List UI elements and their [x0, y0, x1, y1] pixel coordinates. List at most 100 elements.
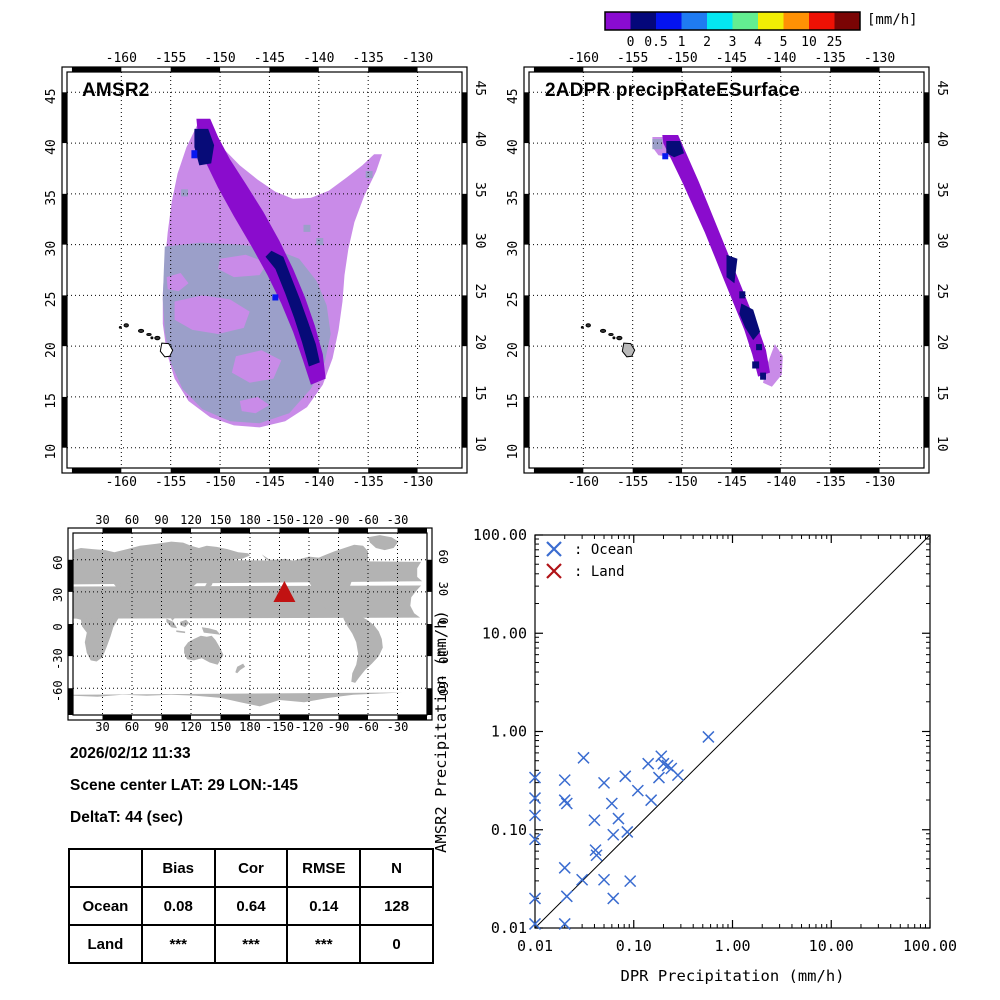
frame-seg	[62, 193, 67, 245]
frame-seg	[62, 92, 67, 144]
y-tick-label: 1.00	[491, 723, 527, 741]
tick-label: 30	[95, 513, 109, 527]
scatter-point-ocean	[624, 875, 637, 888]
swath-swath-gray-lavender	[316, 238, 324, 246]
frame-seg	[462, 92, 467, 144]
tick-label: -150	[204, 51, 235, 66]
hawaii-island	[580, 326, 584, 329]
hawaii-island	[616, 335, 623, 341]
tick-label: -130	[402, 51, 433, 66]
x-axis-title: DPR Precipitation (mm/h)	[621, 967, 845, 985]
swath-rain-1-2	[191, 150, 198, 159]
scatter-point-ocean	[577, 751, 590, 764]
stats-cell: ***	[286, 924, 362, 964]
x-tick-label: 1.00	[714, 937, 750, 955]
swath-lavender-patches	[231, 350, 282, 383]
tick-label: -145	[254, 51, 285, 66]
swath-swath-gray-lavender	[652, 139, 663, 150]
scatter-point-ocean	[605, 797, 618, 810]
tick-label: -160	[106, 475, 137, 490]
tick-label: 30	[934, 233, 949, 249]
tick-label: 45	[934, 80, 949, 96]
hawaii-island	[123, 323, 129, 328]
frame-inner	[66, 71, 463, 469]
deltat-text: DeltaT: 44 (sec)	[70, 809, 183, 826]
tick-label: 30	[436, 582, 450, 596]
tick-label: 25	[506, 292, 521, 308]
swath-rain-0.5-1	[739, 291, 746, 299]
frame-seg	[731, 67, 781, 72]
amsr2-title: AMSR2	[82, 80, 150, 101]
tick-label: 35	[934, 182, 949, 198]
hawaii-island	[150, 336, 154, 340]
colorbar-tick-label: 5	[780, 35, 788, 50]
frame-seg	[924, 295, 929, 347]
stats-cell: 128	[359, 886, 434, 926]
continent	[203, 576, 214, 589]
colorbar-segment	[783, 12, 809, 30]
scatter-point-ocean	[560, 797, 573, 810]
frame-outer	[61, 66, 468, 474]
colorbar-tick-label: 2	[703, 35, 711, 50]
stats-cell: Ocean	[68, 886, 143, 926]
tick-label: 40	[506, 139, 521, 155]
tick-label: 15	[472, 385, 487, 401]
tick-label: 30	[44, 241, 59, 257]
frame-seg	[524, 193, 529, 245]
swath-lavender-patches	[174, 295, 250, 334]
tick-label: -155	[155, 475, 186, 490]
tick-label: -30	[436, 642, 450, 664]
hawaii-island	[612, 336, 616, 340]
tick-label: -160	[568, 475, 599, 490]
frame-seg	[924, 92, 929, 144]
hawaii-big-island	[159, 342, 174, 358]
legend-label-land: : Land	[574, 564, 625, 580]
continent	[261, 544, 368, 614]
frame-seg	[830, 67, 880, 72]
hawaii-island	[137, 328, 145, 333]
colorbar: 0 0.5 1 2 3 4 5 10 25	[604, 11, 861, 50]
colorbar-segment	[707, 12, 733, 30]
legend-marker-land	[546, 563, 562, 579]
colorbar-tick-label: 1	[678, 35, 686, 50]
swath-swath-light-lavender	[763, 344, 783, 387]
frame-seg	[338, 528, 368, 533]
frame-seg	[397, 715, 427, 720]
stats-cell: Land	[68, 924, 143, 964]
scatter-point-ocean	[702, 730, 715, 743]
scatter-point-ocean	[655, 750, 668, 763]
info-block: 2026/02/12 11:33 Scene center LAT: 29 LO…	[70, 743, 440, 839]
dpr-title: 2ADPR precipRateESurface	[545, 80, 801, 101]
tick-label: 40	[44, 139, 59, 155]
swath-rain-0.5-1	[194, 128, 215, 166]
colorbar-tick-label: 10	[801, 35, 817, 50]
tick-label: 150	[210, 720, 232, 734]
swath-rain-1-2	[272, 294, 279, 301]
frame-outer	[67, 527, 433, 721]
scatter-point-ocean	[558, 794, 571, 807]
scatter-point-ocean	[642, 757, 655, 770]
scatter-point-ocean	[528, 833, 542, 846]
frame-seg	[368, 468, 418, 473]
tick-label: 20	[44, 342, 59, 358]
tick-label: -60	[357, 720, 379, 734]
frame-seg	[632, 468, 683, 473]
scatter-panel: 0.01 0.10 1.00 10.00 100.00 100.00 10.00 1.00 0.…	[432, 526, 957, 985]
tick-label: 10	[506, 444, 521, 460]
stats-header-cell: N	[359, 848, 434, 888]
hawaii-island	[146, 332, 152, 336]
tick-label: 60	[125, 513, 139, 527]
frame-seg	[830, 468, 880, 473]
frame-seg	[533, 67, 584, 72]
tick-label: -155	[617, 475, 648, 490]
tick-label: 15	[506, 393, 521, 409]
tick-label: -145	[716, 51, 747, 66]
tick-label: -135	[815, 51, 846, 66]
tick-label: -155	[155, 51, 186, 66]
stats-cell: 0.08	[140, 886, 216, 926]
swath-swath-gray-lavender	[365, 171, 373, 179]
dpr-map-panel: -160 -160 -155 -155 -150 -150 -145 -145 -140 -140…	[506, 51, 949, 490]
scene-center-text: Scene center LAT: 29 LON:-145	[70, 777, 298, 794]
stats-header-cell	[68, 848, 143, 888]
